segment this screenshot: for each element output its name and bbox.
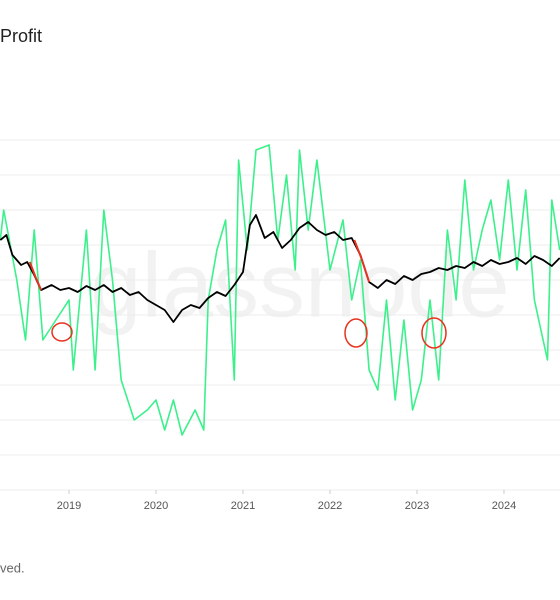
x-tick-label: 2020 <box>144 500 168 512</box>
x-tick-label: 2019 <box>57 500 81 512</box>
x-tick-label: 2023 <box>405 500 429 512</box>
annotation-circle <box>421 317 447 349</box>
footer: ved. <box>0 560 25 575</box>
line-series <box>28 261 43 291</box>
plot: 2019 2020 2021 2022 2023 2024 <box>0 139 560 512</box>
chart-title: Profit <box>0 26 42 46</box>
line-series <box>0 144 560 436</box>
annotation-circle <box>51 322 73 342</box>
x-tick-label: 2021 <box>231 500 255 512</box>
x-tick-label: 2022 <box>318 500 342 512</box>
x-tick-label: 2024 <box>492 500 516 512</box>
line-series <box>0 214 560 323</box>
line-series <box>353 239 371 283</box>
annotation-circle <box>344 318 368 348</box>
